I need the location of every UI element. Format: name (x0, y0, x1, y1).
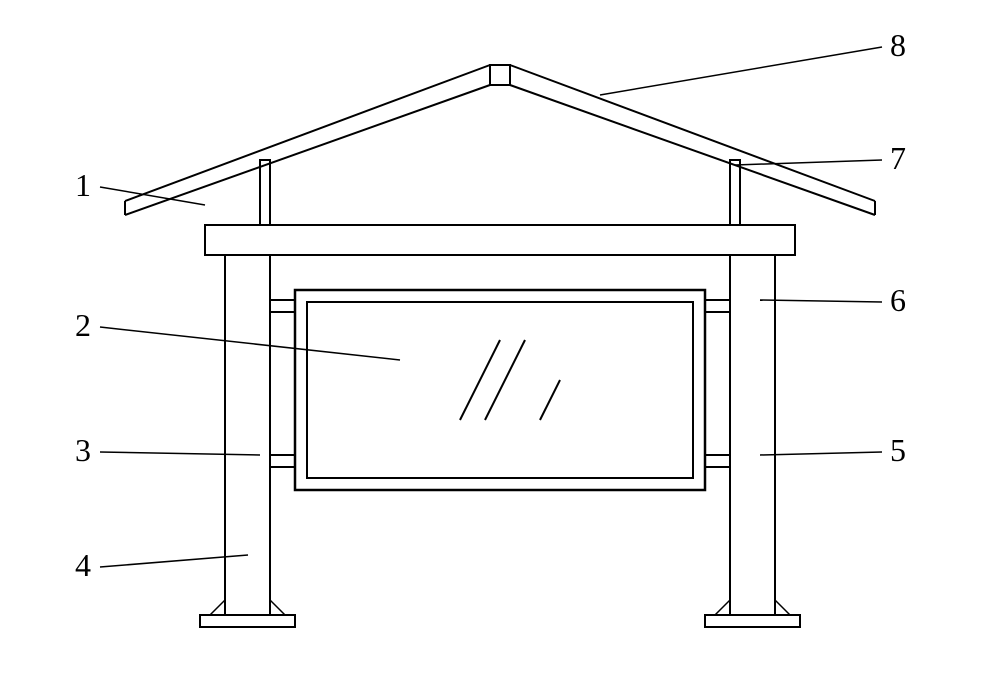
callout-label-5: 5 (890, 432, 906, 469)
callout-label-7: 7 (890, 140, 906, 177)
callout-label-6: 6 (890, 282, 906, 319)
callout-label-4: 4 (75, 547, 91, 584)
technical-diagram (0, 0, 1000, 678)
callout-label-3: 3 (75, 432, 91, 469)
callout-label-8: 8 (890, 27, 906, 64)
callout-label-2: 2 (75, 307, 91, 344)
callout-label-1: 1 (75, 167, 91, 204)
